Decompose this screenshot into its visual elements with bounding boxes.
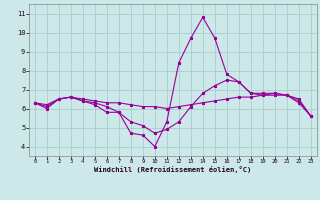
X-axis label: Windchill (Refroidissement éolien,°C): Windchill (Refroidissement éolien,°C) xyxy=(94,166,252,173)
